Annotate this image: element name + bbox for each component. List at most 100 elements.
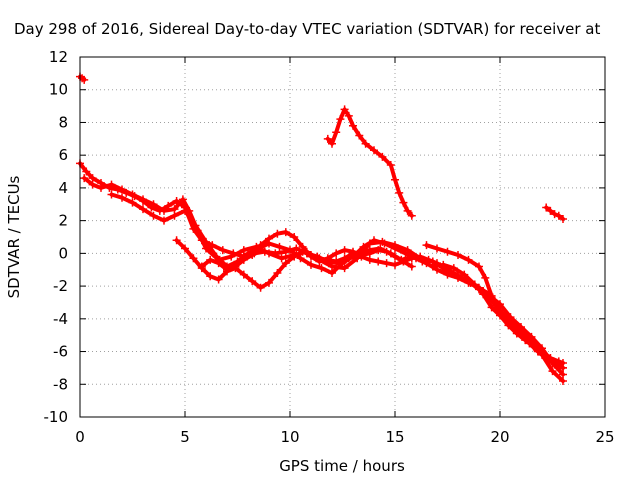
data-point xyxy=(374,257,383,266)
data-point xyxy=(307,252,315,261)
data-point xyxy=(181,244,189,253)
y-tick-label: -8 xyxy=(53,375,68,393)
y-tick-label: 12 xyxy=(49,48,68,66)
data-point xyxy=(391,252,399,261)
data-point xyxy=(340,105,349,114)
data-point xyxy=(328,139,336,148)
data-point xyxy=(559,215,567,223)
data-point xyxy=(443,247,452,256)
y-tick-label: -6 xyxy=(53,343,68,361)
data-point xyxy=(206,272,215,281)
data-point xyxy=(256,283,265,292)
data-point xyxy=(374,246,383,255)
data-point xyxy=(546,354,555,363)
data-point xyxy=(458,273,467,282)
data-point xyxy=(559,363,567,372)
data-point xyxy=(487,303,496,312)
grid xyxy=(80,57,605,417)
data-point xyxy=(382,247,391,256)
data-point xyxy=(529,341,538,349)
data-point xyxy=(212,252,221,261)
chart-title: Day 298 of 2016, Sidereal Day-to-day VTE… xyxy=(14,20,600,38)
data-point xyxy=(559,377,567,385)
data-point xyxy=(298,242,307,251)
data-point xyxy=(454,251,462,259)
y-tick-label: -2 xyxy=(53,277,68,295)
data-point xyxy=(178,195,187,204)
data-point xyxy=(550,210,559,219)
data-point xyxy=(160,216,168,225)
data-point xyxy=(223,265,231,274)
series-arc-6 xyxy=(197,228,416,274)
data-point xyxy=(273,269,282,277)
data-point xyxy=(370,146,378,155)
data-point xyxy=(206,255,215,264)
data-point xyxy=(317,264,326,273)
x-tick-label: 20 xyxy=(490,428,509,446)
data-point xyxy=(424,255,433,264)
data-point xyxy=(273,229,282,238)
data-point xyxy=(504,316,513,325)
data-point xyxy=(332,257,341,266)
data-point xyxy=(239,270,248,279)
y-tick-label: -10 xyxy=(44,408,69,426)
data-point xyxy=(340,264,349,273)
data-point xyxy=(202,237,210,246)
data-point xyxy=(323,254,332,263)
data-point xyxy=(391,244,399,253)
data-point xyxy=(277,254,286,263)
data-point xyxy=(82,167,91,176)
data-point xyxy=(355,131,364,140)
data-point xyxy=(336,115,345,124)
data-point xyxy=(290,252,299,261)
x-axis-label: GPS time / hours xyxy=(279,457,405,475)
data-point xyxy=(548,367,557,376)
data-point xyxy=(344,111,353,120)
data-point xyxy=(80,174,89,183)
data-point xyxy=(292,244,301,253)
y-tick-label: -4 xyxy=(53,310,68,328)
x-tick-label: 5 xyxy=(180,428,190,446)
data-point xyxy=(107,190,116,199)
data-point xyxy=(149,211,158,220)
data-point xyxy=(139,205,147,214)
y-tick-label: 10 xyxy=(49,81,68,99)
data-point xyxy=(449,269,458,277)
data-point xyxy=(395,188,404,197)
y-tick-label: 2 xyxy=(58,212,68,230)
data-point xyxy=(189,254,198,263)
series-arc-1 xyxy=(76,72,89,84)
data-point xyxy=(475,285,483,294)
series-arc-9 xyxy=(542,203,567,223)
data-point xyxy=(231,262,240,271)
data-point xyxy=(214,275,223,284)
data-point xyxy=(433,259,441,268)
data-point xyxy=(275,242,284,251)
data-point xyxy=(323,134,332,143)
data-point xyxy=(349,247,357,256)
data-point xyxy=(281,228,290,237)
data-point xyxy=(88,180,97,189)
data-point xyxy=(265,249,273,258)
data-point xyxy=(443,270,452,279)
data-point xyxy=(286,246,294,255)
data-point xyxy=(441,264,450,273)
y-tick-label: 4 xyxy=(58,179,68,197)
data-point xyxy=(239,246,248,255)
data-point xyxy=(197,262,206,271)
y-tick-label: 8 xyxy=(58,113,68,131)
plot-frame xyxy=(79,56,606,418)
series-arc-4 xyxy=(107,190,567,385)
data-point xyxy=(542,203,551,212)
data-point xyxy=(386,161,395,169)
data-point xyxy=(554,360,563,369)
series-arc-8 xyxy=(323,105,416,220)
data-point xyxy=(332,128,341,137)
data-point xyxy=(391,260,399,269)
data-point xyxy=(340,246,349,255)
data-point xyxy=(401,249,410,258)
data-series xyxy=(76,72,567,385)
data-point xyxy=(296,254,305,263)
data-point xyxy=(464,255,473,264)
data-point xyxy=(382,259,391,268)
